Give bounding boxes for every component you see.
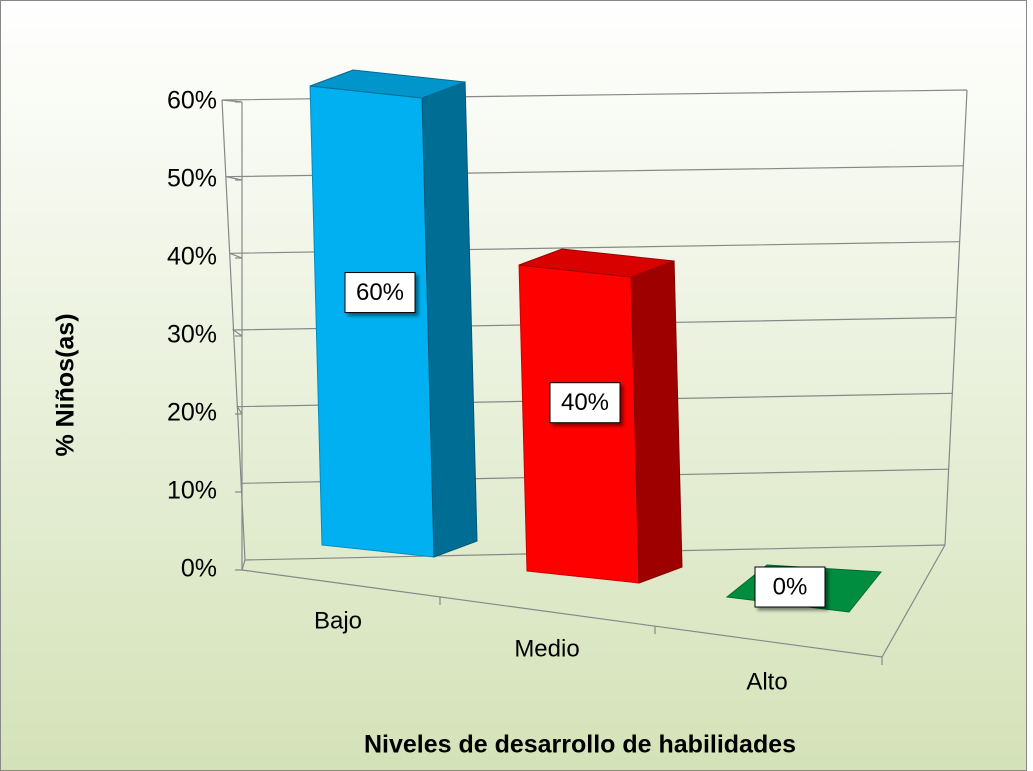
y-tick-label: 20% [167, 399, 217, 427]
data-label: 0% [773, 573, 808, 600]
x-tick-label: Alto [746, 668, 787, 695]
data-label: 60% [356, 279, 404, 306]
x-tick-label: Bajo [314, 607, 362, 634]
grid-line [225, 165, 964, 181]
x-axis-title: Niveles de desarrollo de habilidades [364, 731, 796, 759]
grid-line [241, 544, 946, 571]
grid-line [229, 241, 960, 259]
y-tick-label: 60% [167, 87, 217, 115]
bar [309, 69, 478, 558]
y-tick-label: 10% [167, 477, 217, 505]
bar-side [630, 260, 683, 584]
data-label-box [754, 566, 826, 608]
data-label-box [549, 382, 621, 424]
data-label: 40% [561, 389, 609, 416]
y-axis-title: % Niños(as) [52, 313, 80, 456]
y-tick-label: 50% [167, 165, 217, 193]
y-tick-label: 0% [181, 555, 217, 583]
grid-line [236, 392, 953, 415]
grid-line [240, 468, 949, 493]
y-tick-label: 30% [167, 321, 217, 349]
data-label-box [344, 272, 416, 314]
x-tick-label: Medio [514, 635, 579, 662]
bar [518, 248, 683, 584]
bar-top [518, 248, 675, 278]
bar-front [518, 264, 640, 584]
y-tick-label: 40% [167, 243, 217, 271]
bar-top [309, 69, 466, 99]
grid-line [231, 316, 957, 337]
bar-front [309, 85, 435, 558]
grid-line [221, 89, 968, 103]
